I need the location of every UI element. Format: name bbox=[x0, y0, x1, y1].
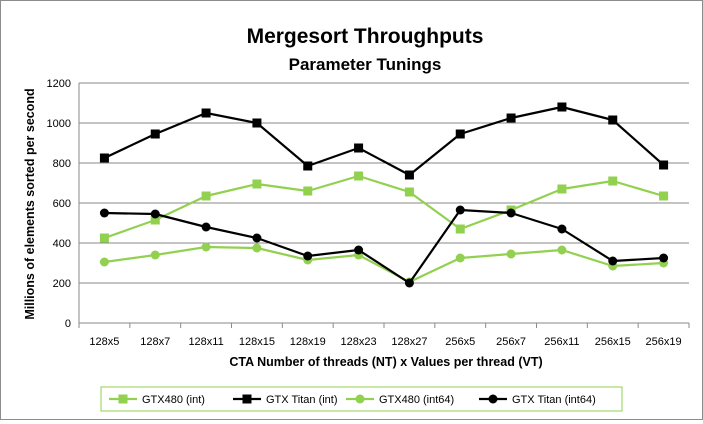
x-tick-label: 128x7 bbox=[140, 336, 170, 348]
x-tick-label: 128x5 bbox=[89, 336, 119, 348]
data-point bbox=[151, 210, 160, 219]
y-tick-label: 800 bbox=[53, 158, 71, 170]
data-point bbox=[405, 188, 414, 197]
data-point bbox=[405, 279, 414, 288]
data-point bbox=[608, 257, 617, 266]
data-point bbox=[507, 114, 516, 123]
data-point bbox=[557, 185, 566, 194]
chart-subtitle: Parameter Tunings bbox=[289, 55, 442, 74]
data-point bbox=[405, 171, 414, 180]
series-line bbox=[104, 210, 663, 283]
legend: GTX480 (int) GTX Titan (int) GTX480 (int64… bbox=[101, 387, 622, 411]
data-point bbox=[202, 109, 211, 118]
x-tick-label: 128x27 bbox=[391, 336, 427, 348]
legend-marker bbox=[356, 395, 365, 404]
y-axis-title: Millions of elements sorted per second bbox=[23, 88, 37, 319]
x-tick-label: 128x15 bbox=[239, 336, 275, 348]
data-point bbox=[456, 130, 465, 139]
data-point bbox=[659, 161, 668, 170]
data-point bbox=[151, 251, 160, 260]
x-tick-label: 256x7 bbox=[496, 336, 526, 348]
data-point bbox=[557, 246, 566, 255]
data-point bbox=[252, 234, 261, 243]
data-point bbox=[456, 225, 465, 234]
x-tick-label: 128x11 bbox=[188, 336, 223, 348]
data-point bbox=[608, 116, 617, 125]
legend-marker bbox=[243, 395, 252, 404]
data-point bbox=[659, 192, 668, 201]
data-point bbox=[252, 180, 261, 189]
data-point bbox=[100, 258, 109, 267]
legend-marker bbox=[489, 395, 498, 404]
data-point bbox=[557, 225, 566, 234]
y-tick-label: 200 bbox=[53, 278, 71, 290]
data-point bbox=[303, 187, 312, 196]
series-line bbox=[104, 176, 663, 238]
y-tick-label: 1200 bbox=[47, 78, 71, 90]
legend-marker bbox=[119, 395, 128, 404]
data-point bbox=[354, 246, 363, 255]
legend-label: GTX480 (int64) bbox=[379, 394, 454, 406]
legend-label: GTX Titan (int64) bbox=[512, 394, 596, 406]
data-point bbox=[507, 250, 516, 259]
series-lines bbox=[100, 103, 668, 288]
legend-label: GTX480 (int) bbox=[142, 394, 205, 406]
chart-title: Mergesort Throughputs bbox=[247, 25, 484, 48]
series-gtx-titan-int bbox=[100, 103, 668, 180]
data-point bbox=[557, 103, 566, 112]
x-tick-label: 256x11 bbox=[544, 336, 579, 348]
y-tick-label: 400 bbox=[53, 238, 71, 250]
x-tick-label: 128x19 bbox=[290, 336, 326, 348]
data-point bbox=[252, 119, 261, 128]
data-point bbox=[354, 144, 363, 153]
data-point bbox=[608, 177, 617, 186]
x-axis-title: CTA Number of threads (NT) x Values per … bbox=[229, 355, 542, 369]
y-tick-label: 600 bbox=[53, 198, 71, 210]
data-point bbox=[100, 154, 109, 163]
series-line bbox=[104, 107, 663, 175]
x-tick-label: 256x5 bbox=[445, 336, 475, 348]
data-point bbox=[303, 252, 312, 261]
y-tick-label: 1000 bbox=[47, 118, 71, 130]
data-point bbox=[202, 192, 211, 201]
series-gtx480-int64 bbox=[100, 243, 668, 287]
y-tick-label: 0 bbox=[65, 318, 71, 330]
series-gtx-titan-int64 bbox=[100, 206, 668, 288]
data-point bbox=[659, 254, 668, 263]
x-tick-label: 256x15 bbox=[595, 336, 631, 348]
series-gtx480-int bbox=[100, 172, 668, 243]
data-point bbox=[100, 209, 109, 218]
data-point bbox=[100, 234, 109, 243]
series-line bbox=[104, 247, 663, 282]
data-point bbox=[303, 162, 312, 171]
data-point bbox=[456, 206, 465, 215]
data-point bbox=[507, 209, 516, 218]
x-tick-label: 256x19 bbox=[646, 336, 682, 348]
data-point bbox=[354, 172, 363, 181]
data-point bbox=[202, 243, 211, 252]
data-point bbox=[252, 244, 261, 253]
data-point bbox=[151, 130, 160, 139]
data-point bbox=[202, 223, 211, 232]
x-tick-label: 128x23 bbox=[341, 336, 377, 348]
data-point bbox=[456, 254, 465, 263]
legend-label: GTX Titan (int) bbox=[266, 394, 338, 406]
